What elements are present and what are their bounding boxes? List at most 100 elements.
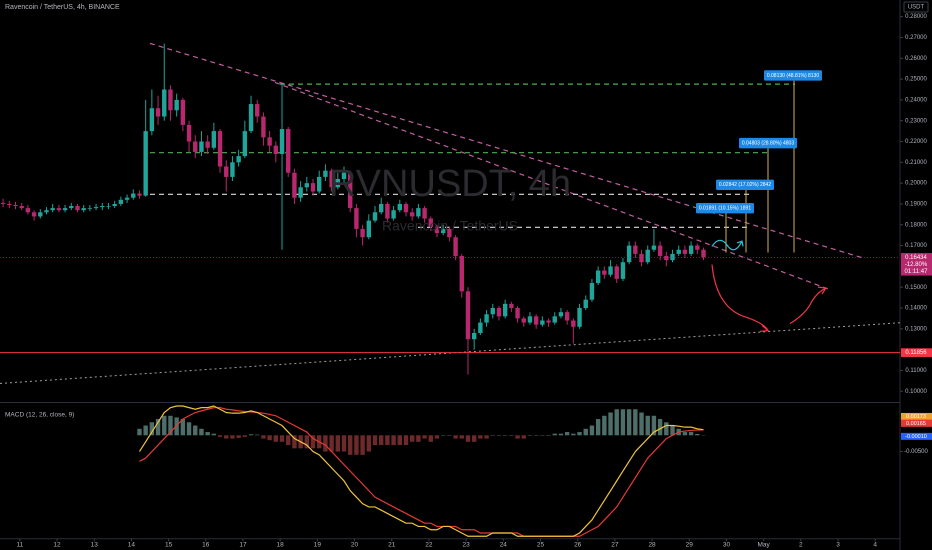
histogram-bar <box>602 415 607 436</box>
histogram-bar <box>279 435 285 442</box>
candle-body <box>422 208 427 219</box>
histogram-bar <box>149 422 155 436</box>
histogram-bar <box>422 435 427 439</box>
histogram-bar <box>583 428 588 436</box>
histogram-bar <box>366 435 372 452</box>
candle-body <box>248 104 254 132</box>
candle-body <box>453 237 458 256</box>
histogram-bar <box>372 435 378 446</box>
histogram-bar <box>335 435 341 452</box>
histogram-bar <box>595 419 601 436</box>
candle-body <box>155 108 161 117</box>
trend-line <box>150 43 862 257</box>
candle-body <box>416 208 421 217</box>
candle-body <box>391 210 396 219</box>
candle-body <box>124 197 130 200</box>
histogram-bar <box>186 422 192 436</box>
candle-body <box>645 249 650 263</box>
candle-body <box>230 162 235 177</box>
x-tick-label: 19 <box>314 542 322 549</box>
y-tick-label: 0.10000 <box>905 389 927 395</box>
candle-body <box>310 183 316 192</box>
y-tick-label: 0.11000 <box>905 368 927 374</box>
candle-body <box>397 203 402 211</box>
y-tick-label: 0.23000 <box>905 118 927 124</box>
candle-body <box>366 220 372 238</box>
marks <box>0 17 932 542</box>
projection-arrow <box>712 265 768 332</box>
candle-body <box>261 116 266 138</box>
histogram-bar <box>211 433 217 436</box>
signal-line <box>139 408 703 537</box>
histogram-bar <box>695 433 700 436</box>
histogram-bar <box>360 435 365 455</box>
candle-body <box>81 208 86 211</box>
candle-body <box>323 170 328 177</box>
candle-body <box>571 320 576 327</box>
histogram-bar <box>267 435 272 441</box>
candle-body <box>87 208 93 209</box>
candle-body <box>267 137 272 146</box>
histogram-bar <box>670 425 675 436</box>
x-tick-label: 30 <box>723 542 731 549</box>
histogram-bar <box>236 435 241 438</box>
indicator-title: MACD (12, 26, close, 9) <box>5 412 74 419</box>
histogram-bar <box>391 435 396 446</box>
candle-body <box>19 206 24 209</box>
x-tick-label: 25 <box>537 542 545 549</box>
candle-body <box>298 187 303 198</box>
histogram-bar <box>478 435 483 439</box>
candle-body <box>341 172 347 179</box>
candle-body <box>224 166 229 177</box>
watermark-symbol: RVNUSDT, 4h <box>329 163 571 205</box>
histogram-bar <box>633 409 638 436</box>
candle-body <box>496 308 502 317</box>
candle-body <box>639 253 644 263</box>
histogram-bar <box>434 435 440 439</box>
candle-body <box>304 183 310 188</box>
histogram-bar <box>180 419 186 436</box>
histogram-bar <box>242 435 248 437</box>
y-tick-label: 0.27000 <box>905 35 927 41</box>
histogram-bar <box>162 415 167 436</box>
indicator-value-box <box>901 412 932 420</box>
candle-body <box>100 206 105 208</box>
measure-label: 0.08130 (48.81%) 8130 <box>767 73 819 79</box>
candle-body <box>502 303 508 317</box>
candle-body <box>56 208 62 211</box>
y-tick-label: -0.00500 <box>904 449 928 455</box>
x-tick-label: 15 <box>165 542 173 549</box>
candle-body <box>168 89 173 111</box>
histogram-bar <box>608 412 613 436</box>
candle-body <box>608 266 613 275</box>
histogram-bar <box>558 433 564 436</box>
measure-box <box>716 179 774 190</box>
candle-body <box>137 193 142 196</box>
candle-body <box>236 156 241 163</box>
candle-body <box>428 218 433 227</box>
candle-body <box>378 203 384 213</box>
candle-body <box>447 228 452 238</box>
x-tick-label: 12 <box>53 542 61 549</box>
candle-body <box>31 212 37 217</box>
x-tick-label: 11 <box>16 542 23 549</box>
histogram-bar <box>484 435 489 439</box>
candle-body <box>7 203 12 205</box>
histogram-bar <box>657 419 663 436</box>
x-tick-label: 18 <box>277 542 285 549</box>
x-tick-label: 13 <box>91 542 99 549</box>
histogram-bar <box>224 435 229 439</box>
candle-body <box>0 202 6 204</box>
histogram-bar <box>515 435 520 439</box>
candle-body <box>44 210 49 213</box>
y-tick-label: 0.18000 <box>905 222 927 228</box>
candle-body <box>471 332 477 340</box>
y-tick-label: 0.26000 <box>905 56 927 62</box>
histogram-bar <box>286 435 291 446</box>
candle-body <box>589 283 595 300</box>
candle-body <box>440 228 446 234</box>
histogram-bar <box>354 435 359 455</box>
